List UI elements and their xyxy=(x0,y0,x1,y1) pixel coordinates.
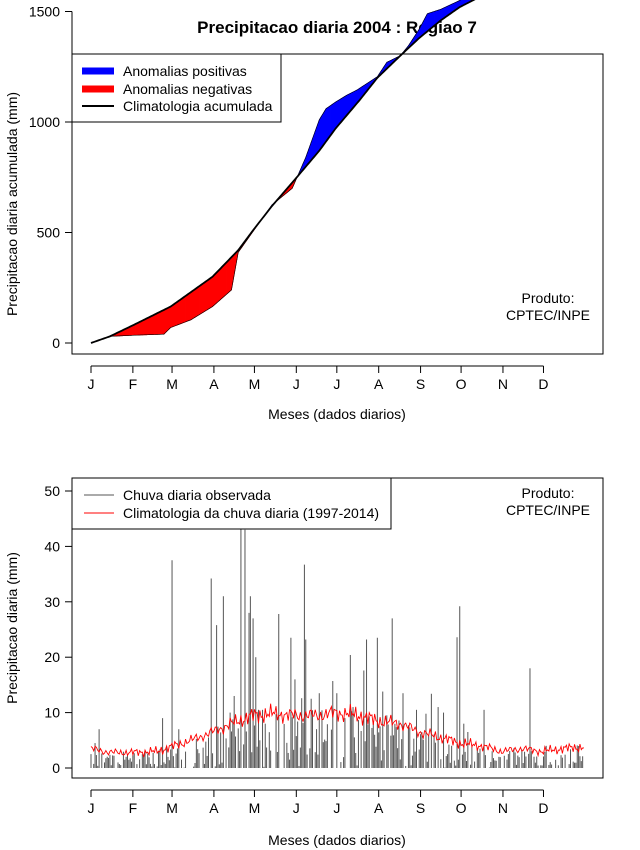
y-tick-label: 50 xyxy=(44,483,60,499)
x-tick-label: A xyxy=(374,800,384,816)
climatology-daily-line xyxy=(90,703,584,758)
observed-accumulated-outline xyxy=(90,0,462,344)
y-tick-label: 10 xyxy=(44,705,60,721)
bottom-legend-box xyxy=(71,477,392,530)
x-tick-label: O xyxy=(456,800,467,816)
legend-label-clim-daily: Climatologia da chuva diaria (1997-2014) xyxy=(123,505,379,521)
y-tick-label: 500 xyxy=(37,225,61,241)
legend-label-positive: Anomalias positivas xyxy=(123,63,247,79)
bottom-credit-line1: Produto: xyxy=(522,485,575,501)
x-tick-label: M xyxy=(249,376,261,392)
x-tick-label: D xyxy=(538,800,548,816)
bottom-plot-area xyxy=(90,504,584,768)
x-tick-label: A xyxy=(374,376,384,392)
top-y-axis-label: Precipitacao diaria acumulada (mm) xyxy=(4,92,20,316)
top-legend: Anomalias positivas Anomalias negativas … xyxy=(71,53,282,123)
legend-label-observed: Chuva diaria observada xyxy=(123,487,271,503)
x-tick-label: J xyxy=(333,376,340,392)
legend-label-climatology: Climatologia acumulada xyxy=(123,98,273,114)
y-tick-label: 1500 xyxy=(29,4,60,20)
bottom-credit-line2: CPTEC/INPE xyxy=(506,502,590,518)
top-credit-line1: Produto: xyxy=(522,290,575,306)
x-tick-label: M xyxy=(166,800,178,816)
y-tick-label: 0 xyxy=(52,760,60,776)
x-tick-label: F xyxy=(129,376,138,392)
x-tick-label: J xyxy=(333,800,340,816)
x-tick-label: F xyxy=(129,800,138,816)
top-panel: 0 500 1000 1500 J F M A M J J A S O N D Meses (dados d… xyxy=(4,0,604,422)
x-tick-label: J xyxy=(293,376,300,392)
x-tick-label: S xyxy=(416,376,425,392)
y-tick-label: 1000 xyxy=(29,114,60,130)
legend-label-negative: Anomalias negativas xyxy=(123,81,252,97)
top-credit-line2: CPTEC/INPE xyxy=(506,307,590,323)
top-plot-area xyxy=(90,0,476,344)
y-tick-label: 30 xyxy=(44,594,60,610)
x-tick-label: N xyxy=(498,800,508,816)
x-tick-label: A xyxy=(209,800,219,816)
x-tick-label: O xyxy=(456,376,467,392)
bottom-x-axis-label: Meses (dados diarios) xyxy=(268,832,406,848)
y-tick-label: 0 xyxy=(52,335,60,351)
bottom-y-axis-label: Precipitacao diaria (mm) xyxy=(4,552,20,704)
x-tick-label: M xyxy=(249,800,261,816)
top-x-axis-label: Meses (dados diarios) xyxy=(268,406,406,422)
bottom-legend: Chuva diaria observada Climatologia da c… xyxy=(71,477,392,530)
x-tick-label: M xyxy=(166,376,178,392)
x-tick-label: J xyxy=(88,800,95,816)
x-tick-label: J xyxy=(293,800,300,816)
y-tick-label: 40 xyxy=(44,538,60,554)
bottom-panel: 0 10 20 30 40 50 J F M A M J J A S O N D Meses (dados di… xyxy=(4,477,604,848)
top-y-axis: 0 500 1000 1500 xyxy=(29,4,73,351)
x-tick-label: S xyxy=(416,800,425,816)
bottom-y-axis: 0 10 20 30 40 50 xyxy=(44,483,73,776)
climatology-accumulated-line xyxy=(90,0,476,344)
x-tick-label: J xyxy=(88,376,95,392)
chart-title: Precipitacao diaria 2004 : Regiao 7 xyxy=(197,18,477,37)
x-tick-label: A xyxy=(209,376,219,392)
y-tick-label: 20 xyxy=(44,649,60,665)
x-tick-label: D xyxy=(538,376,548,392)
x-tick-label: N xyxy=(498,376,508,392)
